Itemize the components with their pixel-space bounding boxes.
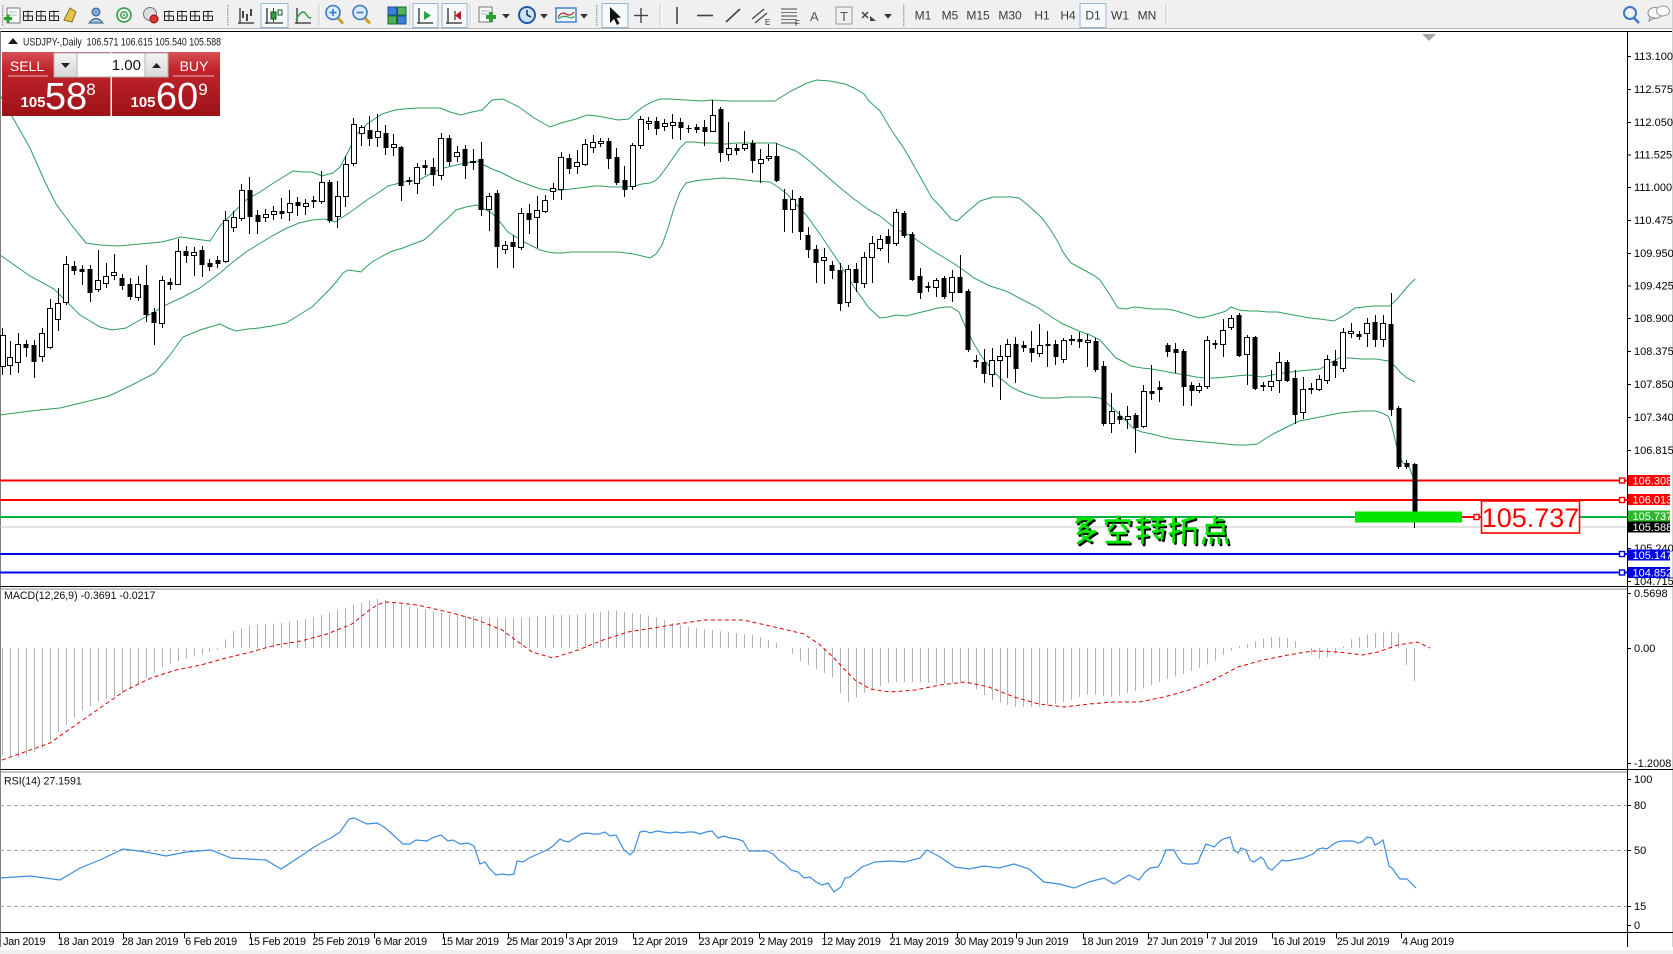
svg-text:E: E (765, 18, 770, 27)
svg-text:105: 105 (20, 94, 45, 111)
svg-text:H1: H1 (1034, 9, 1050, 23)
svg-text:106.815: 106.815 (1634, 445, 1673, 457)
svg-text:25 Jul 2019: 25 Jul 2019 (1337, 936, 1390, 948)
svg-text:9: 9 (198, 80, 207, 99)
svg-text:0.5698: 0.5698 (1634, 588, 1668, 600)
svg-text:6 Mar 2019: 6 Mar 2019 (375, 936, 427, 948)
svg-text:104.852: 104.852 (1633, 567, 1673, 579)
svg-text:F: F (795, 19, 800, 28)
svg-text:106.013: 106.013 (1633, 494, 1673, 506)
svg-text:25 Mar 2019: 25 Mar 2019 (506, 936, 564, 948)
svg-text:M15: M15 (966, 9, 990, 23)
svg-text:7 Jul 2019: 7 Jul 2019 (1211, 936, 1258, 948)
svg-text:0.00: 0.00 (1634, 643, 1655, 655)
svg-text:112.575: 112.575 (1634, 84, 1673, 96)
svg-text:18 Jun 2019: 18 Jun 2019 (1082, 936, 1138, 948)
svg-text:15: 15 (1634, 901, 1646, 913)
svg-text:W1: W1 (1111, 9, 1129, 23)
svg-text:109.950: 109.950 (1634, 248, 1673, 260)
svg-text:3 Apr 2019: 3 Apr 2019 (568, 936, 618, 948)
svg-text:106.308: 106.308 (1633, 475, 1673, 487)
svg-text:107.340: 107.340 (1634, 412, 1673, 424)
svg-text:111.000: 111.000 (1634, 182, 1672, 194)
svg-text:109.425: 109.425 (1634, 281, 1673, 293)
svg-text:8: 8 (86, 80, 95, 99)
svg-text:112.050: 112.050 (1634, 117, 1673, 129)
svg-text:M5: M5 (942, 9, 959, 23)
svg-text:12 May 2019: 12 May 2019 (821, 936, 880, 948)
svg-text:MACD(12,26,9) -0.3691 -0.0217: MACD(12,26,9) -0.3691 -0.0217 (4, 590, 155, 602)
svg-text:1.00: 1.00 (112, 57, 141, 74)
svg-text:27 Jun 2019: 27 Jun 2019 (1147, 936, 1203, 948)
svg-text:58: 58 (45, 76, 87, 118)
svg-text:M1: M1 (915, 9, 932, 23)
svg-text:100: 100 (1634, 774, 1652, 786)
svg-text:111.525: 111.525 (1634, 150, 1672, 162)
svg-text:MN: MN (1138, 9, 1157, 23)
svg-text:105.737: 105.737 (1482, 503, 1580, 533)
svg-text:SELL: SELL (10, 58, 44, 74)
svg-text:30 May 2019: 30 May 2019 (954, 936, 1013, 948)
svg-text:D1: D1 (1085, 9, 1101, 23)
svg-text:16 Jul 2019: 16 Jul 2019 (1273, 936, 1326, 948)
svg-text:15 Mar 2019: 15 Mar 2019 (441, 936, 499, 948)
svg-text:105.588: 105.588 (1633, 522, 1673, 534)
svg-text:9 Jan 2019: 9 Jan 2019 (0, 936, 46, 948)
svg-text:12 Apr 2019: 12 Apr 2019 (633, 936, 688, 948)
svg-text:105: 105 (130, 94, 155, 111)
svg-text:-1.2008: -1.2008 (1634, 758, 1671, 770)
svg-text:21 May 2019: 21 May 2019 (889, 936, 948, 948)
svg-text:107.850: 107.850 (1634, 379, 1673, 391)
svg-text:M30: M30 (998, 9, 1022, 23)
svg-text:9 Jun 2019: 9 Jun 2019 (1018, 936, 1069, 948)
svg-text:104.715: 104.715 (1634, 576, 1673, 588)
svg-text:105.147: 105.147 (1633, 550, 1673, 562)
svg-text:23 Apr 2019: 23 Apr 2019 (699, 936, 754, 948)
svg-text:113.100: 113.100 (1634, 51, 1673, 63)
svg-text:USDJPY-,Daily 106.571 106.615: USDJPY-,Daily 106.571 106.615 105.540 10… (23, 37, 221, 49)
svg-text:28 Jan 2019: 28 Jan 2019 (122, 936, 178, 948)
svg-text:6 Feb 2019: 6 Feb 2019 (185, 936, 237, 948)
svg-text:60: 60 (156, 76, 198, 118)
svg-text:110.475: 110.475 (1634, 215, 1673, 227)
svg-text:A: A (810, 9, 819, 24)
svg-text:RSI(14) 27.1591: RSI(14) 27.1591 (4, 776, 82, 788)
svg-text:18 Jan 2019: 18 Jan 2019 (58, 936, 114, 948)
svg-text:4 Aug 2019: 4 Aug 2019 (1402, 936, 1454, 948)
svg-text:2 May 2019: 2 May 2019 (759, 936, 813, 948)
svg-text:0: 0 (1634, 920, 1640, 932)
svg-text:108.375: 108.375 (1634, 346, 1673, 358)
svg-text:108.900: 108.900 (1634, 313, 1673, 325)
svg-text:H4: H4 (1060, 9, 1076, 23)
svg-text:T: T (840, 9, 848, 24)
svg-text:15 Feb 2019: 15 Feb 2019 (248, 936, 306, 948)
svg-text:105.737: 105.737 (1633, 511, 1673, 523)
svg-text:BUY: BUY (180, 58, 209, 74)
svg-text:50: 50 (1634, 845, 1646, 857)
svg-text:25 Feb 2019: 25 Feb 2019 (312, 936, 370, 948)
svg-text:80: 80 (1634, 800, 1646, 812)
